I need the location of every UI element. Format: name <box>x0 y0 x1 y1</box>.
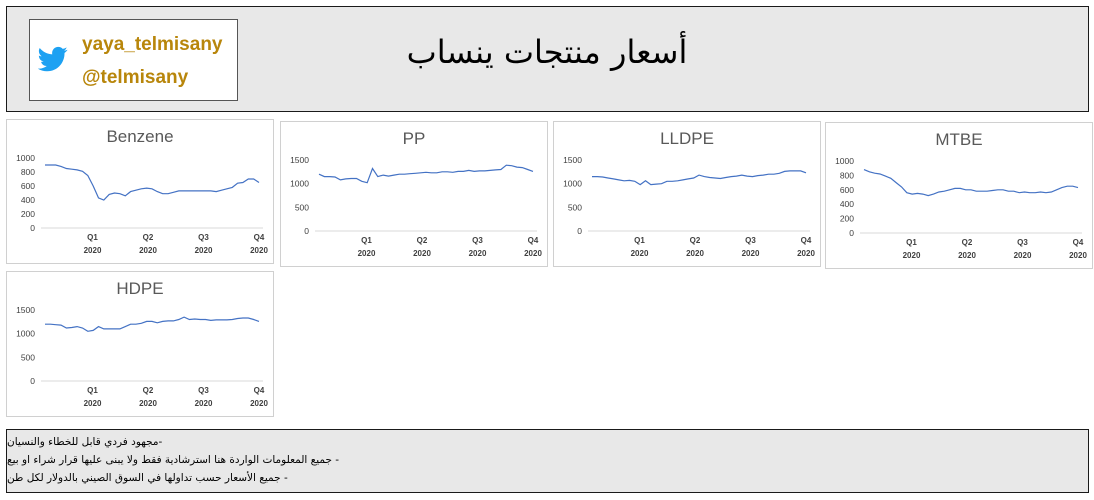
x-tick-quarter: Q2 <box>962 238 973 247</box>
chart-title: Benzene <box>106 127 173 146</box>
x-tick-year: 2020 <box>469 249 487 258</box>
x-tick-quarter: Q2 <box>690 236 701 245</box>
x-tick-year: 2020 <box>358 249 376 258</box>
twitter-handle[interactable]: yaya_telmisany <box>82 34 223 55</box>
x-tick-quarter: Q3 <box>1017 238 1028 247</box>
x-tick-year: 2020 <box>84 399 102 408</box>
chart-svg: MTBE 0 200 400 600 800 1000 Q1 2020 Q2 2020 Q3 2020 Q… <box>835 130 1087 260</box>
lldpe-chart: LLDPE 0 500 1000 1500 Q1 2020 Q2 2020 Q3 2020 Q4 202… <box>553 121 821 267</box>
disclaimer-note: - جميع المعلومات الواردة هنا استرشادية ف… <box>7 454 340 466</box>
x-tick-year: 2020 <box>797 249 815 258</box>
benzene-chart: Benzene 0 200 400 600 800 1000 Q1 2020 Q2 2020 Q3 20… <box>6 119 274 264</box>
mtbe-chart: MTBE 0 200 400 600 800 1000 Q1 2020 Q2 2020 Q3 2020 Q… <box>825 122 1093 269</box>
header-panel: yaya_telmisany @telmisany أسعار منتجات ي… <box>6 6 1089 112</box>
x-tick-quarter: Q3 <box>198 386 209 395</box>
x-tick-year: 2020 <box>250 246 268 255</box>
y-tick-label: 0 <box>304 226 309 236</box>
chart-title: HDPE <box>116 279 163 298</box>
chart-svg: LLDPE 0 500 1000 1500 Q1 2020 Q2 2020 Q3 2020 Q4 202… <box>563 129 815 258</box>
x-tick-quarter: Q2 <box>143 386 154 395</box>
x-tick-year: 2020 <box>413 249 431 258</box>
x-tick-year: 2020 <box>958 251 976 260</box>
y-tick-label: 1500 <box>563 155 582 165</box>
x-tick-year: 2020 <box>139 399 157 408</box>
y-tick-label: 600 <box>21 181 35 191</box>
disclaimer-notes: -مجهود فردي قابل للخطاء والنسيان - جميع … <box>7 433 1084 487</box>
x-tick-quarter: Q2 <box>143 233 154 242</box>
y-tick-label: 0 <box>577 226 582 236</box>
y-tick-label: 1000 <box>835 156 854 166</box>
y-tick-label: 1000 <box>16 329 35 339</box>
x-tick-year: 2020 <box>1069 251 1087 260</box>
y-tick-label: 600 <box>840 185 854 195</box>
x-tick-year: 2020 <box>686 249 704 258</box>
disclaimer-panel: -مجهود فردي قابل للخطاء والنسيان - جميع … <box>6 429 1089 493</box>
x-tick-year: 2020 <box>1014 251 1032 260</box>
series-line <box>592 170 807 186</box>
twitter-username[interactable]: @telmisany <box>82 67 189 88</box>
y-tick-label: 1000 <box>563 179 582 189</box>
chart-title: MTBE <box>935 130 982 149</box>
y-tick-label: 1500 <box>16 305 35 315</box>
x-tick-quarter: Q1 <box>87 233 98 242</box>
chart-svg: Benzene 0 200 400 600 800 1000 Q1 2020 Q2 2020 Q3 20… <box>16 127 268 255</box>
y-tick-label: 400 <box>21 195 35 205</box>
disclaimer-note: - جميع الأسعار حسب تداولها في السوق الصي… <box>7 472 288 484</box>
x-tick-quarter: Q3 <box>472 236 483 245</box>
hdpe-chart: HDPE 0 500 1000 1500 Q1 2020 Q2 2020 Q3 2020 Q4 2020 <box>6 271 274 417</box>
x-tick-quarter: Q3 <box>745 236 756 245</box>
y-tick-label: 500 <box>21 352 35 362</box>
x-tick-quarter: Q1 <box>634 236 645 245</box>
y-tick-label: 500 <box>295 202 309 212</box>
x-tick-quarter: Q4 <box>528 236 539 245</box>
page-title: أسعار منتجات ينساب <box>406 33 688 71</box>
y-tick-label: 1500 <box>290 155 309 165</box>
x-tick-year: 2020 <box>139 246 157 255</box>
twitter-brand-box[interactable]: yaya_telmisany @telmisany <box>29 19 238 101</box>
x-tick-quarter: Q1 <box>87 386 98 395</box>
x-tick-quarter: Q4 <box>254 386 265 395</box>
series-line <box>45 164 260 201</box>
x-tick-year: 2020 <box>742 249 760 258</box>
x-tick-quarter: Q4 <box>801 236 812 245</box>
chart-title: LLDPE <box>660 129 714 148</box>
y-tick-label: 0 <box>30 223 35 233</box>
y-tick-label: 1000 <box>16 153 35 163</box>
x-tick-quarter: Q1 <box>361 236 372 245</box>
x-tick-year: 2020 <box>195 246 213 255</box>
x-tick-year: 2020 <box>631 249 649 258</box>
x-tick-year: 2020 <box>903 251 921 260</box>
y-tick-label: 800 <box>840 170 854 180</box>
y-tick-label: 400 <box>840 199 854 209</box>
y-tick-label: 500 <box>568 202 582 212</box>
x-tick-quarter: Q1 <box>906 238 917 247</box>
x-tick-quarter: Q4 <box>1073 238 1084 247</box>
x-tick-quarter: Q3 <box>198 233 209 242</box>
series-line <box>863 169 1079 197</box>
x-tick-year: 2020 <box>524 249 542 258</box>
x-tick-year: 2020 <box>195 399 213 408</box>
y-tick-label: 0 <box>849 228 854 238</box>
y-tick-label: 200 <box>840 214 854 224</box>
y-tick-label: 0 <box>30 376 35 386</box>
y-tick-label: 800 <box>21 167 35 177</box>
chart-svg: HDPE 0 500 1000 1500 Q1 2020 Q2 2020 Q3 2020 Q4 2020 <box>16 279 268 408</box>
twitter-bird-icon <box>38 46 68 72</box>
x-tick-quarter: Q4 <box>254 233 265 242</box>
x-tick-quarter: Q2 <box>417 236 428 245</box>
chart-title: PP <box>403 129 426 148</box>
y-tick-label: 1000 <box>290 179 309 189</box>
series-line <box>45 316 260 332</box>
x-tick-year: 2020 <box>250 399 268 408</box>
chart-svg: PP 0 500 1000 1500 Q1 2020 Q2 2020 Q3 2020 Q4 2020 <box>290 129 542 258</box>
series-line <box>318 164 534 184</box>
disclaimer-note: -مجهود فردي قابل للخطاء والنسيان <box>7 436 163 448</box>
y-tick-label: 200 <box>21 209 35 219</box>
x-tick-year: 2020 <box>84 246 102 255</box>
pp-chart: PP 0 500 1000 1500 Q1 2020 Q2 2020 Q3 2020 Q4 2020 <box>280 121 548 267</box>
